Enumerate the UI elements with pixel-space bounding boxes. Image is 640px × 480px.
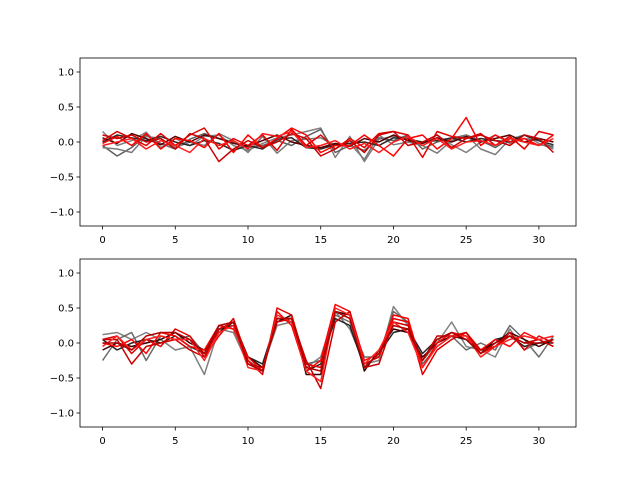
x-tick-label: 10 (242, 235, 255, 246)
x-tick-label: 20 (387, 235, 400, 246)
series-line-4 (102, 134, 554, 152)
y-tick-label: −0.5 (50, 173, 74, 184)
x-tick-label: 5 (172, 235, 178, 246)
x-tick-label: 5 (172, 436, 178, 447)
y-tick-label: −1.0 (50, 208, 74, 219)
subplot-2: 0 5 10 15 20 25 30 −1.0 −0.5 0.0 0.5 1.0 (50, 258, 577, 447)
y-tick-label: −0.5 (50, 374, 74, 385)
y-tick-label: 0.5 (58, 304, 74, 315)
x-tick-label: 30 (533, 235, 546, 246)
x-tick-label: 25 (460, 436, 473, 447)
x-tick-label: 30 (533, 436, 546, 447)
series-line-8 (102, 307, 554, 383)
series-line-9 (102, 310, 554, 372)
series-line-7 (102, 310, 554, 390)
series-line-9 (102, 130, 554, 154)
y-tick-label: 0.0 (58, 339, 74, 350)
x-tick-label: 20 (387, 436, 400, 447)
y-tick-label: 0.5 (58, 103, 74, 114)
x-tick-label: 0 (99, 235, 105, 246)
x-tick-label: 10 (242, 436, 255, 447)
x-tick-label: 0 (99, 436, 105, 447)
series-line-6 (102, 127, 554, 159)
x-tick-label: 15 (314, 436, 327, 447)
y-tick-label: −1.0 (50, 409, 74, 420)
x-tick-label: 25 (460, 235, 473, 246)
x-tick-label: 15 (314, 235, 327, 246)
y-tick-label: 0.0 (58, 138, 74, 149)
y-tick-label: 1.0 (58, 68, 74, 79)
subplot-1: 0 5 10 15 20 25 30 −1.0 −0.5 0.0 0.5 1.0 (50, 57, 577, 246)
y-tick-label: 1.0 (58, 269, 74, 280)
